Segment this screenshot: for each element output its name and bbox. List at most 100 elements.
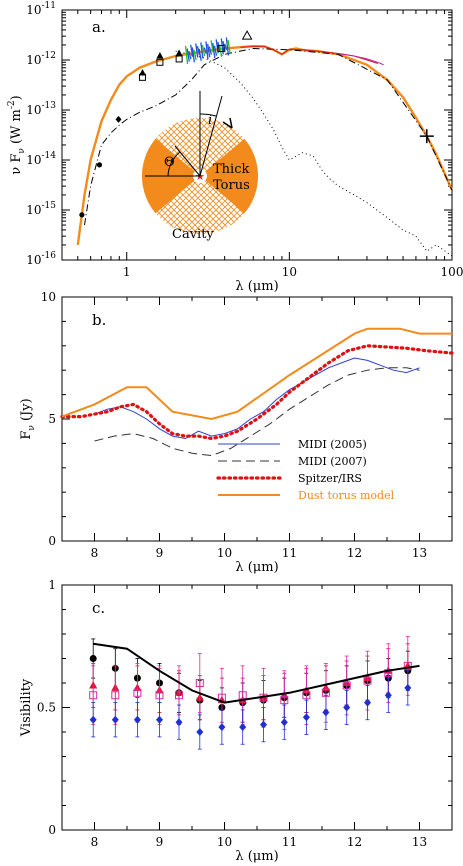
x-tick-label: 10 [217,835,232,849]
data-point-diamond [89,715,97,724]
data-point-open-square [280,696,289,705]
data-point-triangle [175,49,183,56]
data-point-open-square [89,691,98,700]
x-axis-label: λ (μm) [235,849,278,864]
panel-label: a. [92,18,106,36]
data-point-diamond [384,691,392,700]
y-tick-label: 10 [41,290,56,304]
data-point-diamond [218,723,226,732]
data-point-square [175,55,183,63]
plot-frame [61,584,453,831]
x-tick-label: 12 [347,546,362,560]
x-tick-label: 9 [156,835,164,849]
nir-spectrum-mark [218,44,223,57]
x-tick-label: 1 [123,265,131,279]
nir-spectrum-mark [203,47,207,54]
panel-label: b. [92,311,106,329]
inset-torus-label-1: Thick [213,162,249,177]
series-dash-dot [84,47,453,226]
nir-spectrum-mark [227,40,231,54]
y-tick-label: 0.5 [37,701,56,715]
data-point-open-square [155,691,164,700]
observer-eye-icon [222,117,233,129]
nir-spectrum-mark [191,47,196,63]
nir-spectrum-mark [225,37,230,56]
data-point-open-square [302,691,311,700]
nir-spectrum-mark [201,44,206,57]
data-point-diamond [322,708,330,717]
y-axis-label: ν Fν (W m-2) [7,95,27,174]
x-axis-label: λ (μm) [235,560,278,575]
legend-label: MIDI (2007) [298,455,367,468]
y-tick-label: 0 [48,534,56,548]
series-line [61,327,452,421]
y-tick-label: 1 [48,578,56,592]
data-point-diamond [364,698,371,707]
x-tick-label: 100 [441,265,463,279]
nir-spectrum-mark [220,38,224,55]
nir-spectrum-mark [195,43,199,58]
data-point-diamond [196,728,204,736]
data-point-open-square [111,691,120,700]
nir-spectrum-mark [217,41,221,52]
data-point-diamond [133,715,141,724]
series-line [94,357,420,440]
data-point-square [217,44,225,52]
data-point-open-square [403,661,412,670]
y-tick-label: 10-12 [26,51,56,67]
data-point-dot [89,655,97,662]
data-point-square [138,73,146,81]
nir-spectrum-mark [200,42,204,59]
nir-spectrum-mark [210,40,214,53]
series-purple-ir [338,53,384,66]
x-tick-label: 12 [347,835,362,849]
y-axis-label: Fν (Jy) [19,398,37,439]
x-tick-label: 8 [91,835,99,849]
y-tick-label: 0 [48,823,56,837]
inset-theta-label: Θ [164,155,175,170]
x-tick-label: 10 [217,546,232,560]
nir-spectrum-mark [186,48,190,62]
nir-spectrum-mark [188,51,192,60]
nir-spectrum-mark [224,43,228,51]
data-point-diamond [115,115,122,123]
data-point-diamond [111,715,119,724]
data-point-diamond [280,718,288,727]
panel-label: c. [92,599,105,617]
data-point-open-triangle [241,30,253,40]
data-point-diamond [302,713,310,722]
x-tick-label: 11 [282,546,297,560]
inset-i-label: i [208,113,212,128]
torus-wedge-right [200,138,258,214]
data-point-open-square [175,691,183,700]
data-point-diamond [156,715,163,724]
nir-spectrum-mark [212,42,216,59]
nir-spectrum-mark [196,46,201,56]
inset-theta-ray [174,145,201,177]
panel-c: 8 9 10 11 12 13 0 0.5 1 λ (μm) Visibility c. [19,578,453,864]
nir-spectrum-mark [198,48,202,61]
data-point-dot [96,162,103,168]
nir-spectrum-mark [205,41,209,60]
data-point-triangle [156,52,164,59]
series-line [60,344,454,441]
inset-cavity-label: Cavity [172,227,214,242]
plot-frame [61,9,453,261]
inset-torus-label-2: Torus [213,178,250,193]
data-point-square [156,58,164,66]
nir-spectrum-mark [190,44,194,57]
nir-spectrum-mark [184,45,189,65]
visibility-model-line [93,642,420,704]
inset-sightline [199,95,223,177]
x-tick-label: 13 [412,546,427,560]
y-tick-label: 5 [48,412,56,426]
x-axis-label: λ (μm) [235,279,278,294]
data-point-diamond [239,723,247,732]
series-model [76,44,454,246]
legend-label: MIDI (2005) [298,438,367,451]
nir-spectrum-mark [208,46,213,55]
